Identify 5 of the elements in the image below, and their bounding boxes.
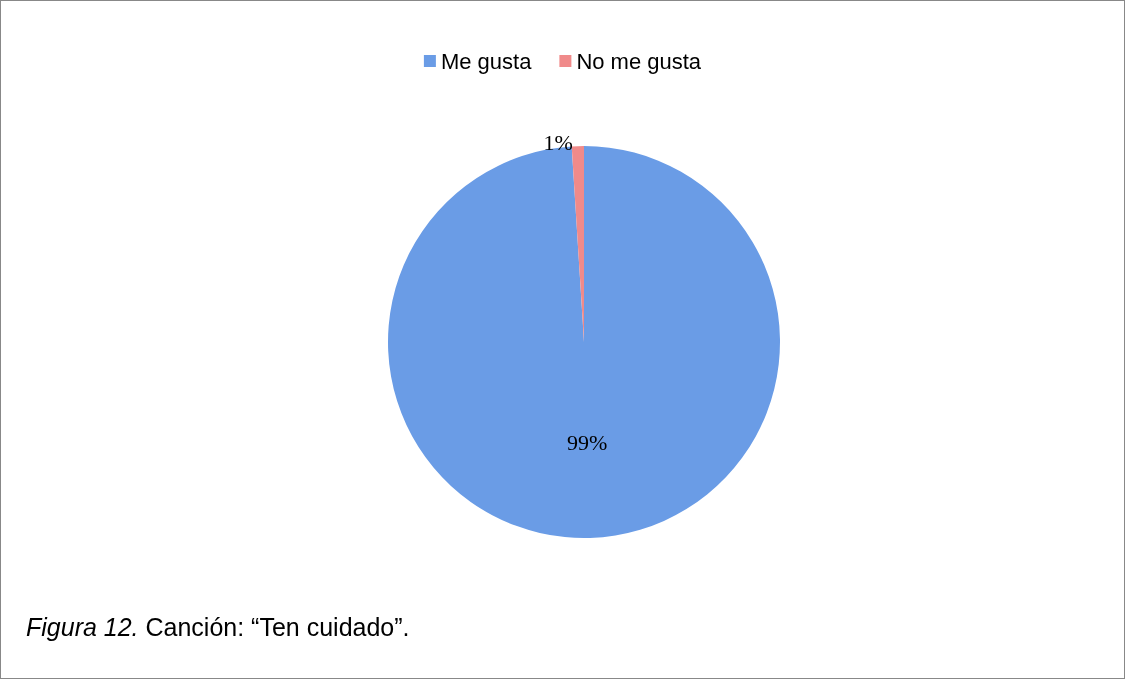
data-label: 99%: [567, 430, 608, 456]
text: Figura 12. Canción: “Ten cuidado”.: [26, 612, 410, 641]
legend-label: Me gusta: [440, 48, 533, 74]
data-label: 1%: [543, 129, 573, 155]
legend-label: No me gusta: [576, 48, 702, 74]
